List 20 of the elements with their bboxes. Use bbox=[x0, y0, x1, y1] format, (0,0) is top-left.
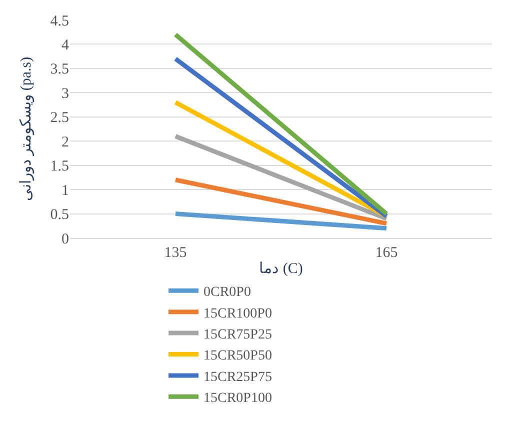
x-tick-label: 165 bbox=[375, 245, 398, 261]
y-tick-label: 3 bbox=[62, 86, 69, 102]
y-tick-label: 0.5 bbox=[50, 207, 69, 224]
y-tick-label: 0 bbox=[62, 231, 69, 248]
legend-label: 15CR25P75 bbox=[204, 370, 272, 385]
y-tick-label: 2 bbox=[62, 134, 69, 150]
y-tick-label: 3.5 bbox=[50, 62, 69, 78]
y-tick-label: 2.5 bbox=[50, 110, 69, 126]
x-axis-title: دما (C) bbox=[259, 261, 303, 277]
y-axis-title: ویسکومتر دورانی (pa.s) bbox=[18, 56, 34, 202]
y-tick-label: 1.5 bbox=[50, 158, 69, 175]
legend-label: 15CR0P100 bbox=[204, 391, 272, 406]
x-tick-label: 135 bbox=[164, 245, 187, 261]
legend-label: 15CR50P50 bbox=[204, 348, 272, 364]
y-tick-label: 4 bbox=[62, 37, 70, 54]
y-tick-label: 4.5 bbox=[50, 13, 69, 30]
legend-label: 0CR0P0 bbox=[204, 285, 251, 300]
legend-label: 15CR100P0 bbox=[204, 306, 272, 322]
y-tick-label: 1 bbox=[62, 182, 69, 199]
legend-label: 15CR75P25 bbox=[204, 328, 272, 343]
